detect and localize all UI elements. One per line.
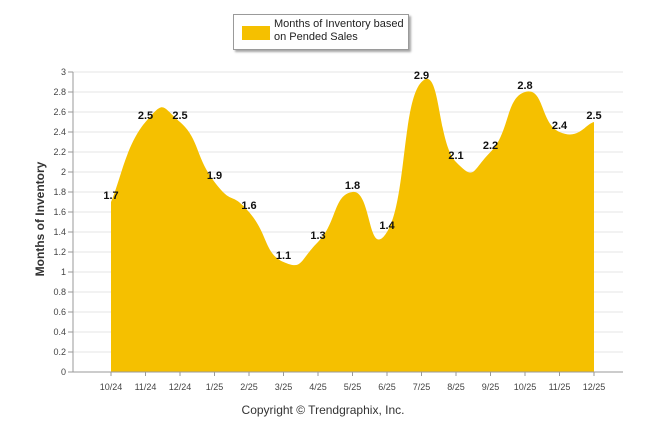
x-tick-label: 9/25 xyxy=(482,382,500,392)
x-tick-label: 3/25 xyxy=(275,382,293,392)
y-tick-label: 0 xyxy=(61,367,66,377)
data-label: 2.5 xyxy=(586,110,601,122)
area-series xyxy=(111,78,594,372)
x-tick-label: 12/25 xyxy=(583,382,606,392)
legend-label: Months of Inventory based on Pended Sale… xyxy=(274,18,404,43)
data-label: 2.5 xyxy=(138,110,153,122)
copyright-text: Copyright © Trendgraphix, Inc. xyxy=(241,403,405,417)
legend: Months of Inventory based on Pended Sale… xyxy=(233,14,409,50)
x-tick-label: 7/25 xyxy=(413,382,431,392)
data-label: 1.7 xyxy=(103,190,118,202)
data-label: 1.4 xyxy=(379,220,395,232)
data-label: 1.9 xyxy=(207,170,222,182)
y-tick-label: 2.8 xyxy=(53,87,66,97)
y-tick-label: 1 xyxy=(61,267,66,277)
y-tick-label: 1.4 xyxy=(53,227,66,237)
data-label: 2.4 xyxy=(552,120,568,132)
y-tick-label: 1.8 xyxy=(53,187,66,197)
y-tick-label: 2.2 xyxy=(53,147,66,157)
y-tick-label: 2.4 xyxy=(53,127,66,137)
x-tick-label: 6/25 xyxy=(378,382,396,392)
x-tick-label: 10/25 xyxy=(514,382,537,392)
x-tick-label: 1/25 xyxy=(206,382,224,392)
data-label: 1.3 xyxy=(310,230,325,242)
data-label: 1.1 xyxy=(276,250,291,262)
y-tick-label: 0.4 xyxy=(53,327,66,337)
y-tick-label: 2 xyxy=(61,167,66,177)
data-label: 2.1 xyxy=(448,150,463,162)
data-label: 2.5 xyxy=(172,110,187,122)
data-label: 2.2 xyxy=(483,140,498,152)
x-tick-label: 2/25 xyxy=(240,382,258,392)
y-axis: 0 0.2 0.4 0.6 0.8 1 1.2 1.4 1.6 1.8 2 2.2 2.4 2.6 2.8 3 xyxy=(53,67,74,377)
area-fill xyxy=(111,78,594,372)
y-tick-label: 0.8 xyxy=(53,287,66,297)
x-tick-label: 5/25 xyxy=(344,382,362,392)
y-tick-label: 1.2 xyxy=(53,247,66,257)
y-tick-label: 3 xyxy=(61,67,66,77)
x-tick-label: 10/24 xyxy=(100,382,123,392)
x-tick-label: 12/24 xyxy=(169,382,192,392)
data-labels: 1.7 2.5 2.5 1.9 1.6 1.1 1.3 1.8 1.4 2.9 2.1 2.2 2.8 2… xyxy=(103,70,601,262)
y-tick-label: 1.6 xyxy=(53,207,66,217)
legend-swatch xyxy=(242,26,270,40)
x-tick-label: 4/25 xyxy=(309,382,327,392)
data-label: 2.8 xyxy=(517,80,532,92)
data-label: 1.8 xyxy=(345,180,360,192)
y-axis-title: Months of Inventory xyxy=(33,161,47,277)
data-label: 2.9 xyxy=(414,70,429,82)
x-tick-label: 11/25 xyxy=(549,382,571,392)
y-tick-label: 0.2 xyxy=(53,347,66,357)
y-tick-label: 2.6 xyxy=(53,107,66,117)
x-axis: 10/24 11/24 12/24 1/25 2/25 3/25 4/25 5/25 6/25 7… xyxy=(73,371,623,392)
y-tick-label: 0.6 xyxy=(53,307,66,317)
data-label: 1.6 xyxy=(241,200,256,212)
x-tick-label: 8/25 xyxy=(447,382,465,392)
x-tick-label: 11/24 xyxy=(135,382,157,392)
